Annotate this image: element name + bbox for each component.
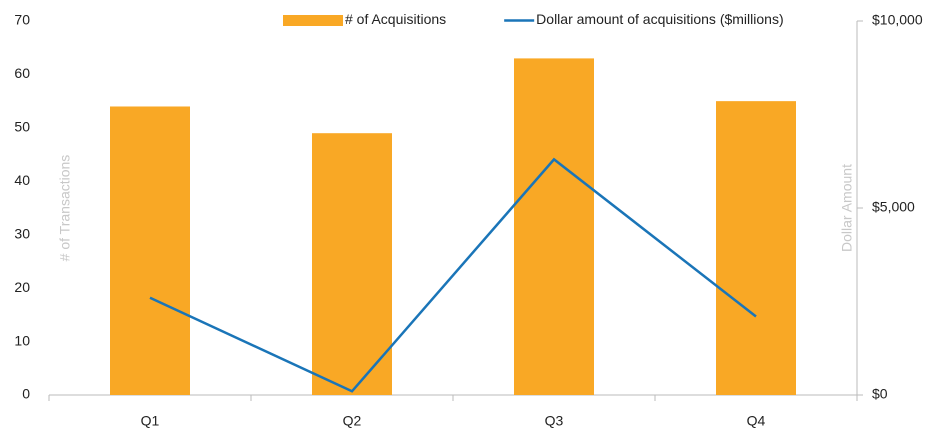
bar	[514, 58, 594, 396]
y2-tick-label: $5,000	[872, 199, 915, 215]
y-tick-label: 0	[22, 386, 30, 402]
y2-tick-label: $10,000	[872, 12, 923, 28]
y-tick-label: 40	[14, 172, 30, 188]
y-tick-label: 10	[14, 332, 30, 348]
x-tick-label: Q1	[141, 413, 160, 429]
x-tick-label: Q2	[343, 413, 362, 429]
legend-label: Dollar amount of acquisitions ($millions…	[536, 11, 783, 27]
bar	[312, 133, 392, 395]
y2-axis-label: Dollar Amount	[839, 164, 855, 252]
legend-swatch	[283, 15, 343, 26]
line	[149, 157, 757, 393]
y-tick-label: 50	[14, 119, 30, 135]
bar	[110, 106, 190, 395]
y-tick-label: 20	[14, 279, 30, 295]
y-tick-label: 60	[14, 65, 30, 81]
y-tick-label: 70	[14, 12, 30, 28]
bar	[716, 101, 796, 396]
x-tick-label: Q4	[747, 413, 766, 429]
x-tick-label: Q3	[545, 413, 564, 429]
legend-label: # of Acquisitions	[345, 11, 446, 27]
y2-tick-label: $0	[872, 386, 888, 402]
y-tick-label: 30	[14, 225, 30, 241]
y-axis-label: # of Transactions	[57, 155, 73, 262]
